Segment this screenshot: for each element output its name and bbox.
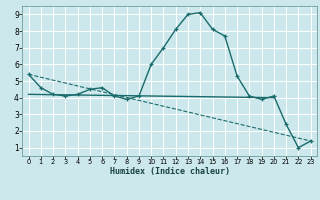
X-axis label: Humidex (Indice chaleur): Humidex (Indice chaleur) xyxy=(110,167,230,176)
